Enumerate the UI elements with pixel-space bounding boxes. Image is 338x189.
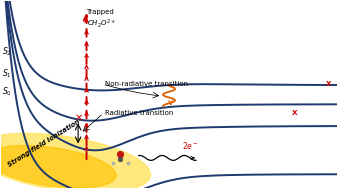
Text: Radiative transition: Radiative transition <box>105 110 173 116</box>
Text: Non-radiative transition: Non-radiative transition <box>105 81 188 87</box>
Text: $S_0$: $S_0$ <box>2 86 13 98</box>
Text: $S_2$: $S_2$ <box>2 45 12 58</box>
Text: $S_1$: $S_1$ <box>2 67 12 80</box>
Text: X: X <box>292 110 297 116</box>
Text: ✕: ✕ <box>75 113 83 123</box>
Text: Trapped
$CH_2O^{2+}$: Trapped $CH_2O^{2+}$ <box>87 9 116 30</box>
Text: Strong-field Ionization: Strong-field Ionization <box>7 119 81 168</box>
Ellipse shape <box>0 133 150 189</box>
Ellipse shape <box>0 146 116 188</box>
Text: $2e^-$: $2e^-$ <box>183 140 199 151</box>
Text: X: X <box>325 81 331 87</box>
